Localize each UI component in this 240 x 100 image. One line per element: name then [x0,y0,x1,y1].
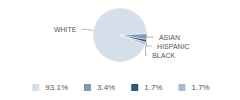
svg-text:1.7%: 1.7% [144,83,162,92]
svg-text:ASIAN: ASIAN [159,34,180,41]
svg-text:HISPANIC: HISPANIC [157,43,190,50]
svg-text:1.7%: 1.7% [191,83,209,92]
svg-text:3.4%: 3.4% [97,83,115,92]
svg-text:93.1%: 93.1% [45,83,68,92]
svg-text:BLACK: BLACK [152,52,175,59]
svg-text:WHITE: WHITE [54,26,77,33]
